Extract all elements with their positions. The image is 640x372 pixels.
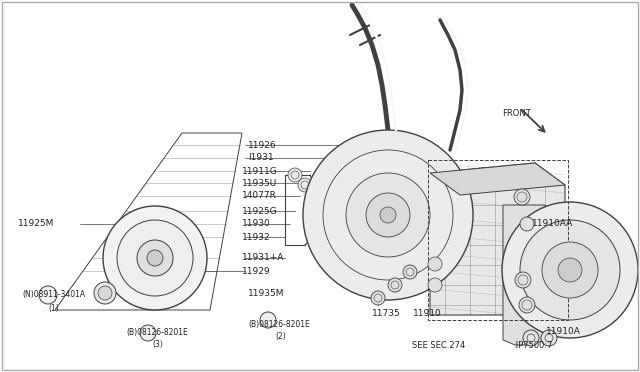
Circle shape [117, 220, 193, 296]
Text: 11935M: 11935M [248, 289, 285, 298]
Circle shape [298, 178, 312, 192]
Circle shape [520, 220, 620, 320]
Text: I1931: I1931 [248, 154, 274, 163]
Text: FRONT: FRONT [502, 109, 531, 118]
Text: (B)08126-8201E: (B)08126-8201E [248, 321, 310, 330]
Text: 11910AA: 11910AA [532, 219, 573, 228]
Text: B: B [266, 317, 271, 323]
Circle shape [39, 286, 57, 304]
Circle shape [428, 257, 442, 271]
Text: (N)08911-3401A: (N)08911-3401A [22, 291, 85, 299]
Circle shape [523, 330, 539, 346]
Circle shape [380, 207, 396, 223]
Circle shape [137, 240, 173, 276]
Circle shape [515, 272, 531, 288]
Circle shape [260, 312, 276, 328]
Text: 11735: 11735 [372, 308, 401, 317]
Circle shape [94, 282, 116, 304]
Circle shape [140, 325, 156, 341]
Polygon shape [430, 163, 565, 195]
Text: B: B [145, 330, 150, 336]
Polygon shape [503, 205, 545, 345]
Text: 11910A: 11910A [546, 327, 581, 337]
Circle shape [303, 130, 473, 300]
Text: (3): (3) [152, 340, 163, 350]
Circle shape [541, 330, 557, 346]
Text: .IP7500:7: .IP7500:7 [513, 340, 552, 350]
Text: 11935U: 11935U [242, 179, 277, 187]
Circle shape [558, 258, 582, 282]
Text: SEE SEC.274: SEE SEC.274 [412, 340, 465, 350]
Text: 11929: 11929 [242, 266, 271, 276]
Text: (B)08126-8201E: (B)08126-8201E [126, 328, 188, 337]
Circle shape [371, 291, 385, 305]
Polygon shape [430, 163, 565, 315]
Circle shape [147, 250, 163, 266]
Circle shape [428, 278, 442, 292]
Text: 14077R: 14077R [242, 192, 277, 201]
Text: (1): (1) [48, 304, 59, 312]
Circle shape [98, 286, 112, 300]
Circle shape [346, 173, 430, 257]
Text: 11932: 11932 [242, 232, 271, 241]
Circle shape [520, 217, 534, 231]
Text: 11925M: 11925M [18, 219, 54, 228]
Text: N: N [45, 292, 51, 298]
Circle shape [542, 242, 598, 298]
Bar [428, 160, 568, 320]
Circle shape [366, 193, 410, 237]
Circle shape [103, 206, 207, 310]
Circle shape [308, 193, 322, 207]
Text: 11931+A: 11931+A [242, 253, 284, 263]
Text: 11930: 11930 [242, 219, 271, 228]
Circle shape [288, 168, 302, 182]
Circle shape [519, 297, 535, 313]
Circle shape [514, 189, 530, 205]
Circle shape [388, 278, 402, 292]
Text: 11926: 11926 [248, 141, 276, 150]
Text: 11925G: 11925G [242, 206, 278, 215]
Circle shape [502, 202, 638, 338]
Text: 11911G: 11911G [242, 167, 278, 176]
Text: 11910: 11910 [413, 308, 442, 317]
Circle shape [403, 265, 417, 279]
Text: (2): (2) [275, 333, 285, 341]
